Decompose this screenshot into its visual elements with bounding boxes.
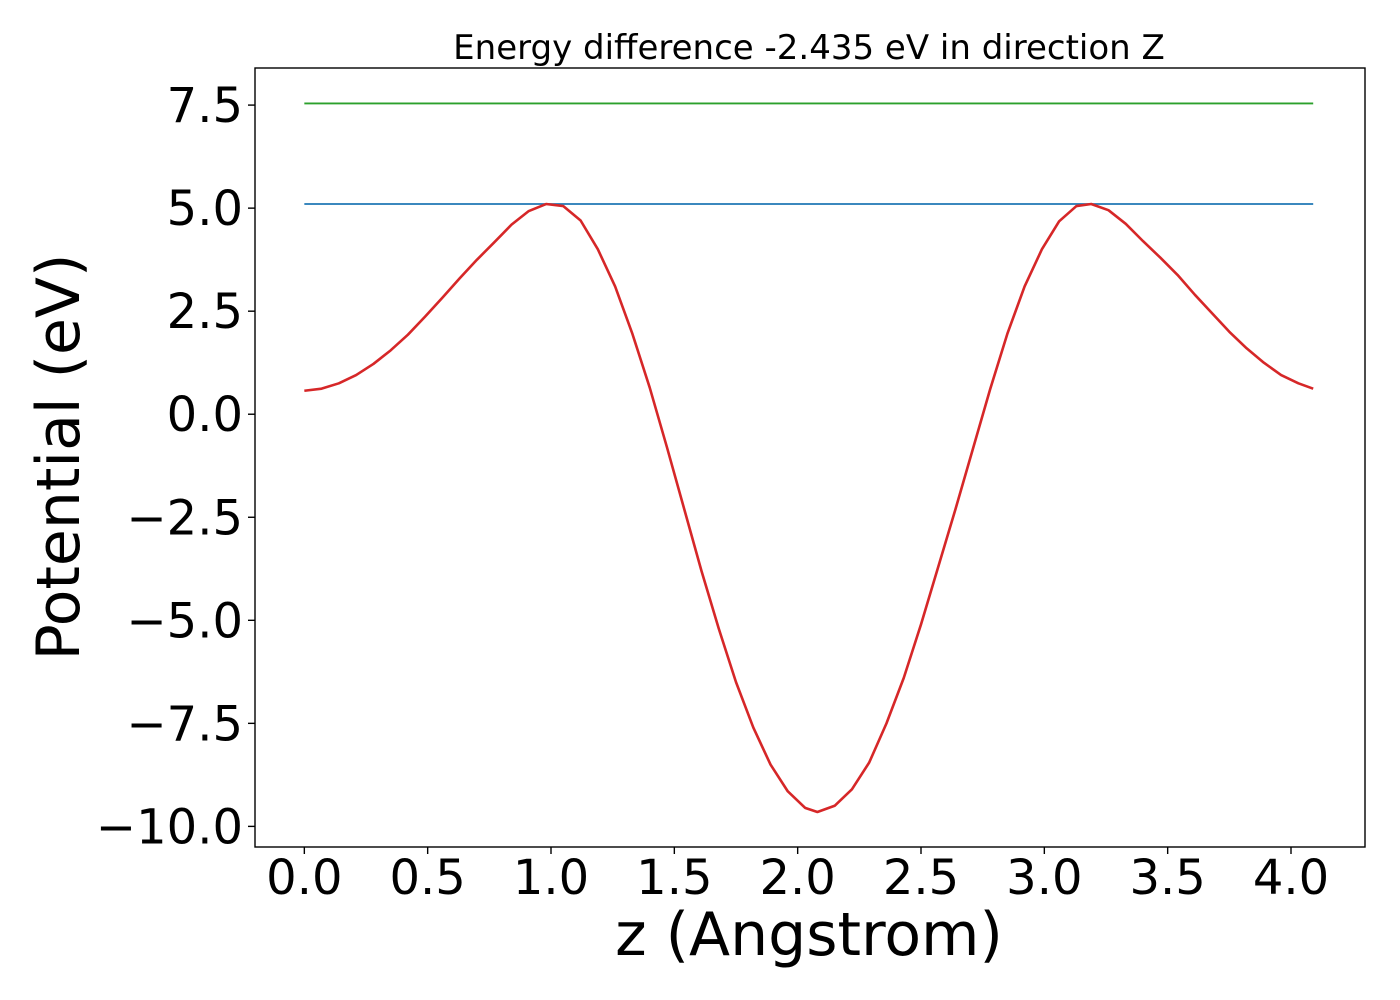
x-axis-label: z (Angstrom) (615, 900, 1003, 970)
x-tick-label: 3.0 (1006, 850, 1082, 906)
y-axis: 7.5 5.0 2.5 0.0 −2.5 −5.0 −7.5 −10.0 (96, 78, 255, 855)
y-tick-label: 0.0 (167, 387, 243, 443)
x-tick-label: 0.5 (389, 850, 465, 906)
x-tick-label: 2.5 (883, 850, 959, 906)
y-tick-label: 2.5 (167, 284, 243, 340)
x-axis: 0.0 0.5 1.0 1.5 2.0 2.5 3.0 3.5 4.0 (266, 847, 1329, 906)
plot-frame (254, 67, 1366, 848)
x-tick-label: 1.5 (636, 850, 712, 906)
y-tick-label: 7.5 (167, 78, 243, 134)
y-tick-label: −2.5 (126, 490, 243, 546)
y-tick-label: 5.0 (167, 181, 243, 237)
y-axis-label: Potential (eV) (24, 254, 94, 661)
y-tick-label: −7.5 (126, 696, 243, 752)
x-tick-label: 3.5 (1129, 850, 1205, 906)
y-tick-label: −10.0 (96, 799, 243, 855)
x-tick-label: 4.0 (1253, 850, 1329, 906)
x-tick-label: 2.0 (759, 850, 835, 906)
y-tick-label: −5.0 (126, 593, 243, 649)
chart-title: Energy difference -2.435 eV in direction… (453, 28, 1165, 68)
series-layer (304, 102, 1314, 814)
x-tick-label: 1.0 (513, 850, 589, 906)
series-line-3 (304, 202, 1314, 814)
x-tick-label: 0.0 (266, 850, 342, 906)
